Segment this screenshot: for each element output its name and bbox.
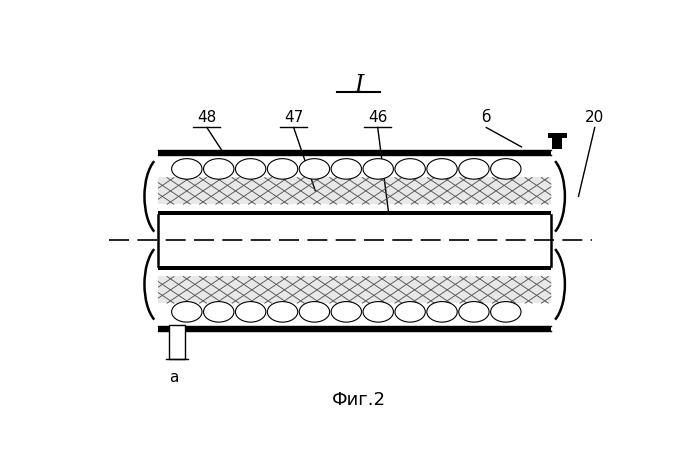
Text: 46: 46: [368, 110, 387, 125]
Circle shape: [395, 159, 426, 179]
Text: I: I: [354, 74, 363, 97]
Circle shape: [204, 302, 234, 322]
Circle shape: [491, 159, 521, 179]
Circle shape: [427, 302, 457, 322]
Circle shape: [299, 159, 330, 179]
Circle shape: [172, 159, 202, 179]
Circle shape: [458, 302, 489, 322]
Bar: [552, 136, 562, 149]
Bar: [158, 150, 552, 155]
Circle shape: [299, 302, 330, 322]
Bar: [169, 326, 185, 359]
Circle shape: [331, 302, 361, 322]
Text: a: a: [169, 370, 179, 386]
Circle shape: [235, 302, 266, 322]
Circle shape: [458, 159, 489, 179]
Text: 20: 20: [585, 110, 604, 125]
Bar: [158, 276, 552, 303]
Circle shape: [491, 302, 521, 322]
Text: 48: 48: [197, 110, 216, 125]
Text: б: б: [482, 110, 491, 125]
Circle shape: [172, 302, 202, 322]
Circle shape: [204, 159, 234, 179]
Bar: [158, 211, 552, 215]
Circle shape: [363, 159, 393, 179]
Circle shape: [267, 302, 297, 322]
Circle shape: [331, 159, 361, 179]
Circle shape: [395, 302, 426, 322]
Bar: [158, 178, 552, 205]
Bar: [548, 133, 566, 138]
Circle shape: [235, 159, 266, 179]
Circle shape: [427, 159, 457, 179]
Circle shape: [267, 159, 297, 179]
Bar: [158, 266, 552, 270]
Text: Фиг.2: Фиг.2: [332, 391, 386, 409]
Bar: [158, 326, 552, 330]
Text: 47: 47: [284, 110, 303, 125]
Circle shape: [363, 302, 393, 322]
